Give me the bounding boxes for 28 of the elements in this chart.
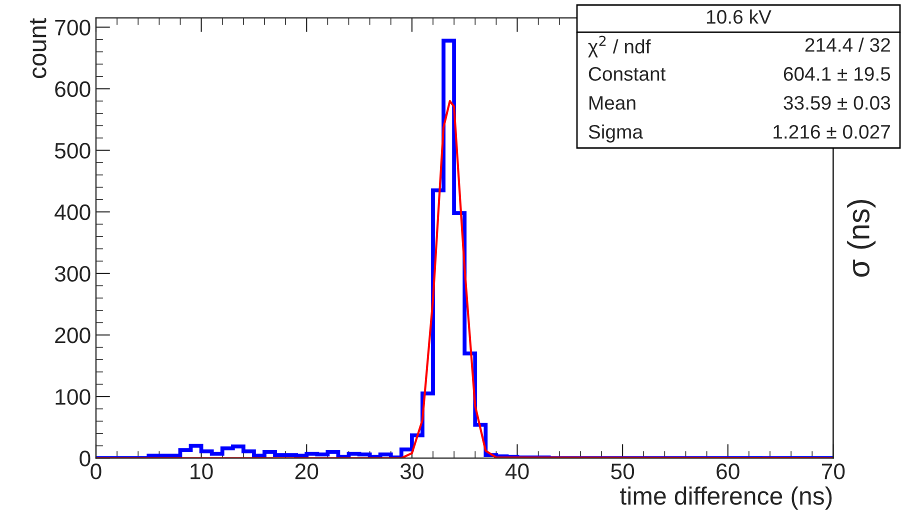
y-axis-title: count	[30, 18, 46, 78]
x-tick-label: 60	[716, 464, 740, 480]
y-tick-label: 700	[55, 20, 90, 36]
annotation: χ$^{2}$ / ndf	[588, 36, 651, 58]
x-tick-label: 20	[295, 464, 318, 480]
annotation: 214.4 / 32	[805, 38, 890, 52]
annotation: 1.216 ± 0.027	[774, 124, 890, 139]
x-tick-label: 10	[190, 464, 213, 480]
x-tick-label: 50	[611, 464, 634, 480]
x-tick-label: 40	[505, 464, 529, 480]
y-tick-label: 400	[54, 204, 90, 220]
y-tick-label: 300	[54, 266, 90, 282]
chart-title: 10.6 kV	[707, 10, 772, 24]
y-tick-label: 0	[80, 450, 90, 466]
annotation: Constant	[588, 67, 666, 81]
annotation: Mean	[590, 96, 636, 110]
x-tick-label: 70	[822, 464, 845, 480]
y-tick-label: 500	[54, 142, 90, 159]
y-tick-label: 200	[55, 328, 90, 344]
x-tick-label: 30	[400, 464, 424, 480]
annotation: 33.59 ± 0.03	[784, 96, 890, 110]
annotation: Sigma	[588, 124, 644, 143]
y2-axis-title: σ (ns)	[847, 200, 876, 277]
x-tick-label: 0	[90, 464, 102, 480]
y-tick-label: 100	[56, 389, 90, 405]
x-axis-title: time difference (ns)	[620, 486, 832, 510]
y-tick-label: 600	[55, 81, 90, 98]
annotation: 604.1 ± 19.5	[784, 67, 890, 81]
